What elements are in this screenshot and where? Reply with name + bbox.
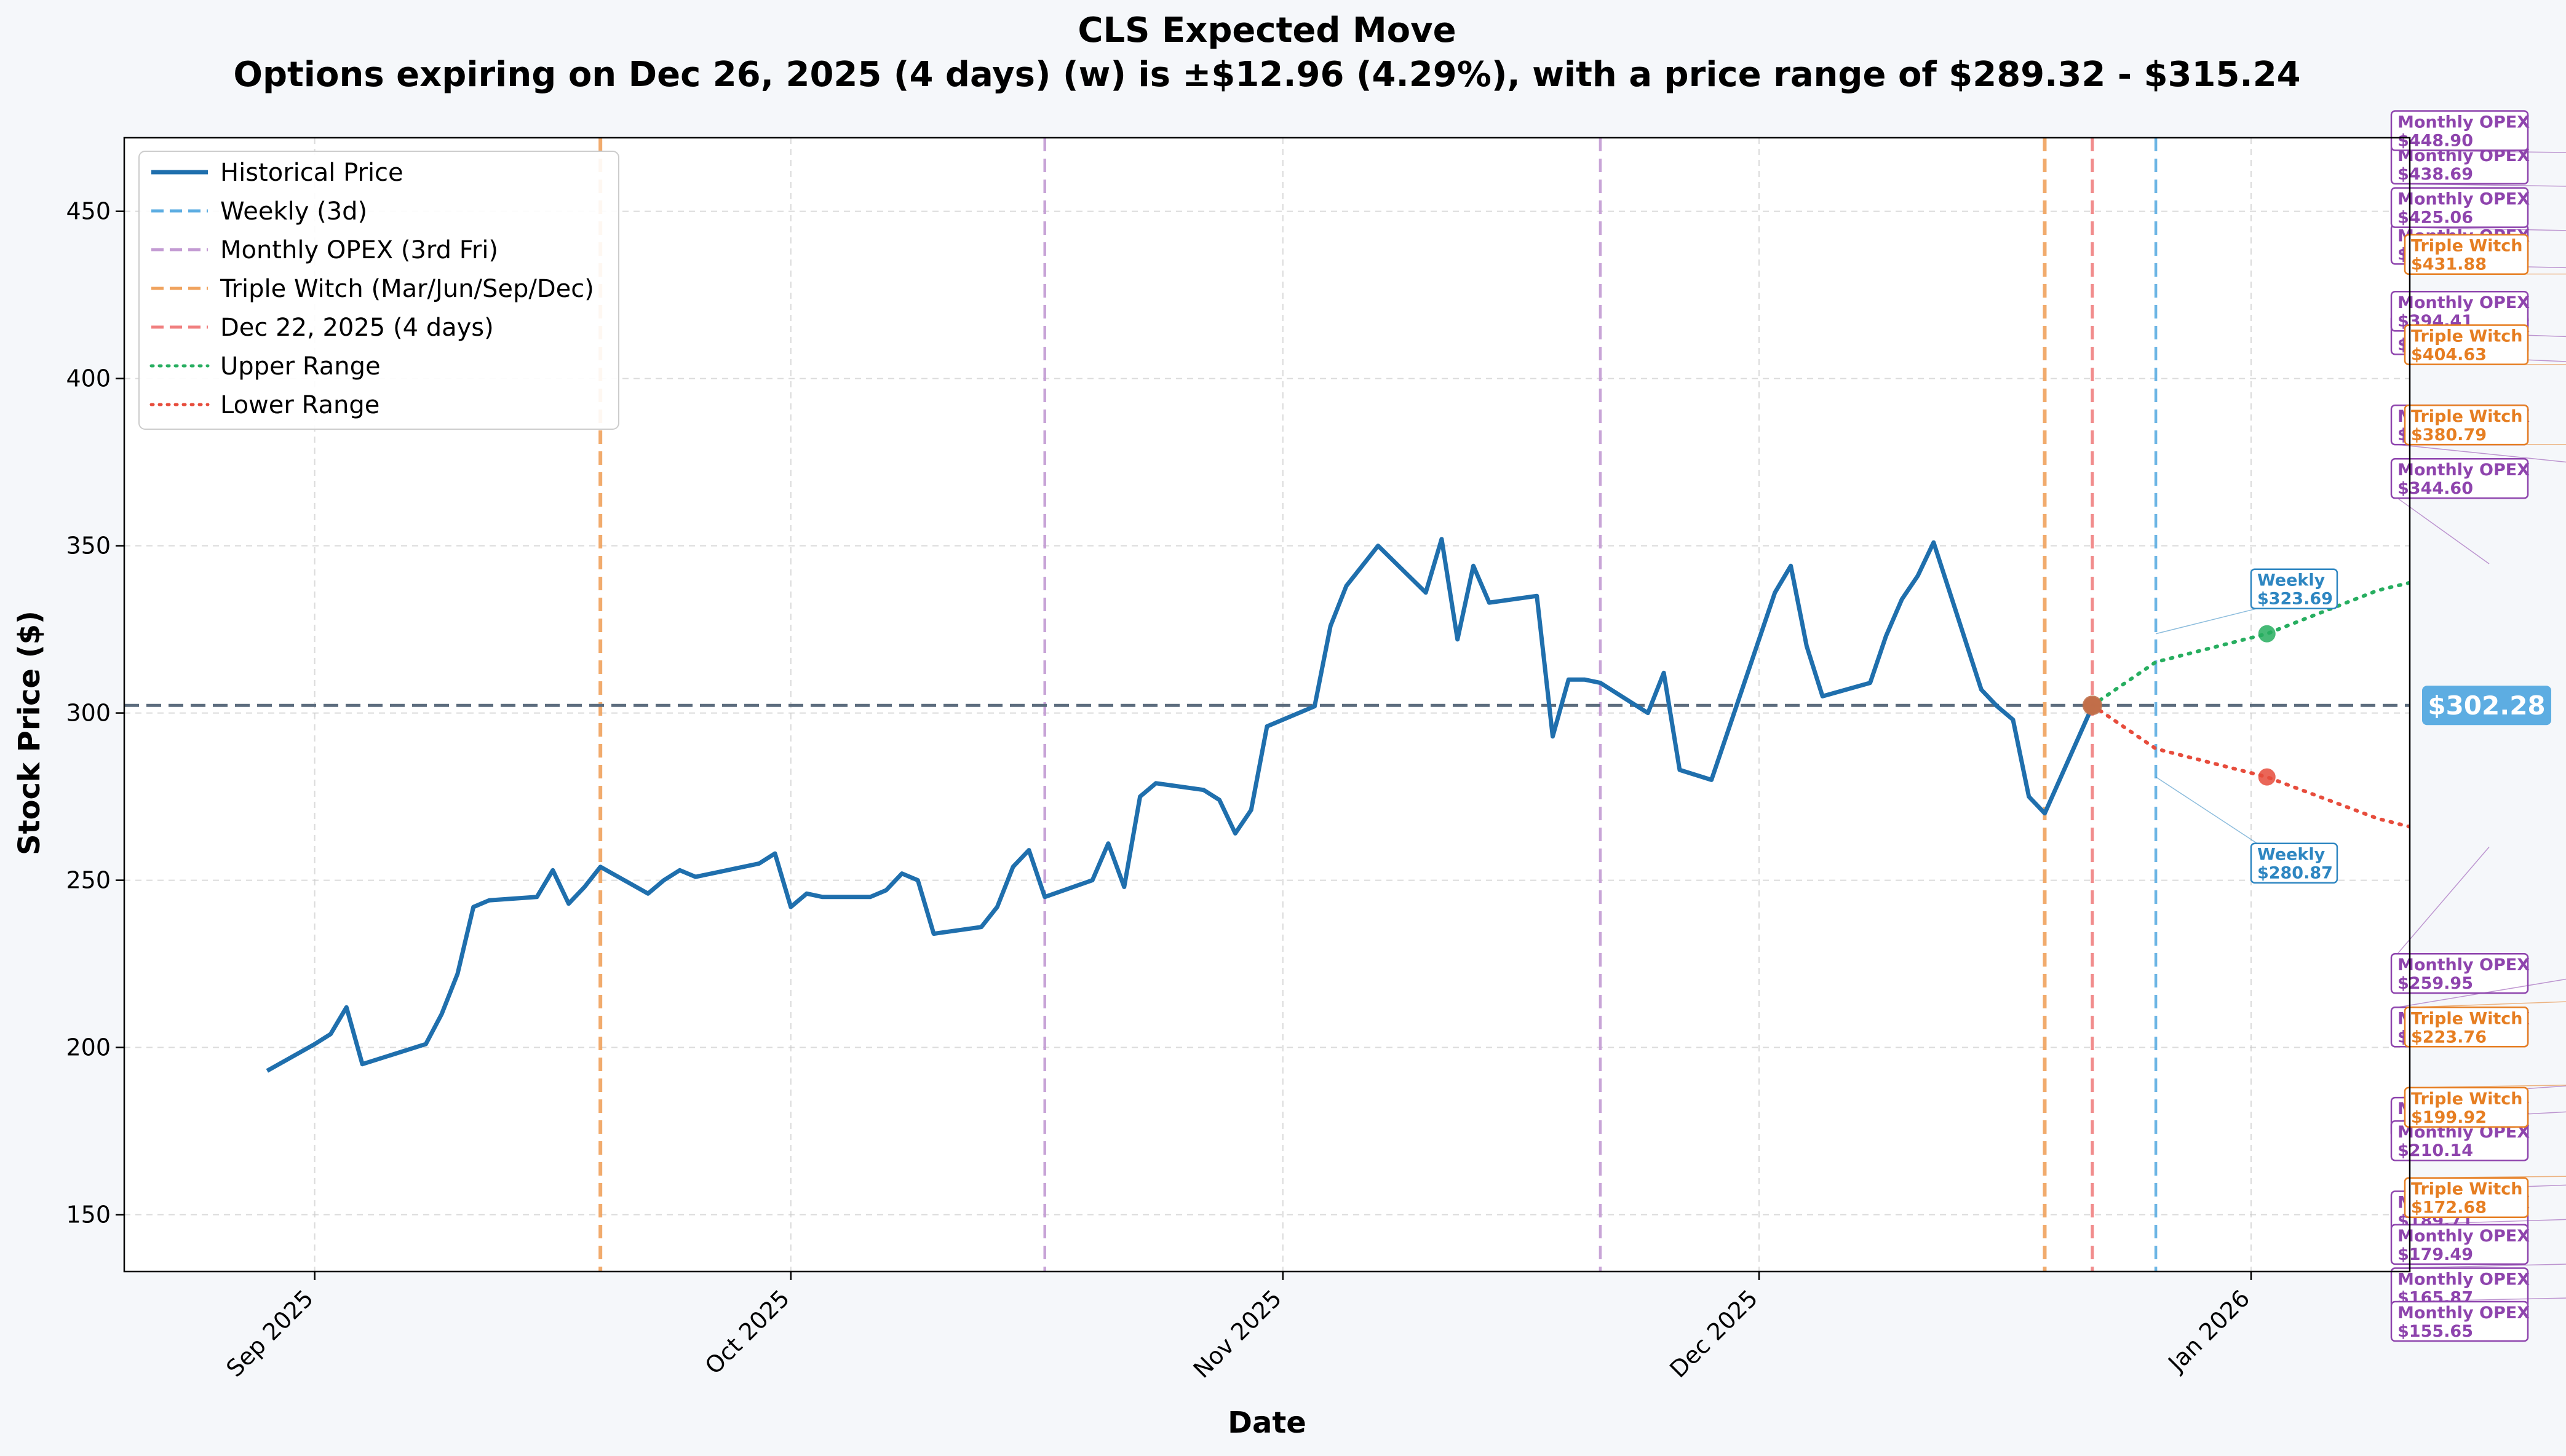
y-tick-label: 200	[66, 1034, 111, 1061]
annotation-value: $380.79	[2411, 425, 2487, 445]
annotation-value: $259.95	[2397, 974, 2473, 993]
annotation-value: $438.69	[2397, 165, 2473, 184]
legend-box	[138, 151, 619, 430]
x-tick-label: Dec 2025	[1664, 1284, 1763, 1383]
x-tick-label: Oct 2025	[700, 1284, 795, 1380]
annotation-value: $344.60	[2397, 479, 2473, 498]
annotation-box	[2250, 568, 2338, 609]
annotation-box	[2404, 1086, 2529, 1128]
annotation-leader	[2397, 978, 2566, 1008]
annotation-box	[2250, 842, 2338, 884]
current-price-badge: $302.28	[2422, 686, 2551, 726]
y-tick-label: 150	[66, 1201, 111, 1228]
legend-label: Monthly OPEX (3rd Fri)	[220, 236, 498, 264]
chart-title: CLS Expected Move	[1078, 10, 1456, 50]
annotation-value: $425.06	[2397, 208, 2473, 228]
annotation-title: Monthly OPEX	[2397, 1304, 2530, 1323]
annotation-value: $179.49	[2397, 1245, 2473, 1264]
x-axis-label: Date	[1228, 1406, 1306, 1440]
annotation-leader	[2410, 1085, 2566, 1088]
annotation-title: Triple Witch	[2411, 237, 2523, 256]
historical-price-line	[266, 537, 2095, 1073]
annotation-title: Triple Witch	[2411, 1180, 2523, 1199]
annotation-box	[2390, 187, 2529, 228]
lower-range-point	[2481, 810, 2497, 826]
legend-label: Triple Witch (Mar/Jun/Sep/Dec)	[220, 275, 594, 303]
annotation-title: Triple Witch	[2411, 1090, 2523, 1109]
annotation-title: Weekly	[2257, 571, 2326, 590]
annotation-value: $431.88	[2411, 255, 2487, 274]
plot-frame	[123, 136, 2411, 1273]
annotation-leader	[2397, 846, 2490, 954]
annotation-box	[2390, 1224, 2529, 1265]
annotation-box	[2390, 952, 2529, 994]
annotation-title: Monthly OPEX	[2397, 293, 2530, 312]
legend-label: Upper Range	[220, 352, 381, 381]
annotation-value: $404.63	[2411, 346, 2487, 365]
annotation-title: Triple Witch	[2411, 407, 2523, 426]
legend-label: Lower Range	[220, 391, 379, 419]
y-tick-label: 250	[66, 867, 111, 894]
annotation-title: Monthly OPEX	[2397, 190, 2530, 209]
plot-content	[124, 138, 2497, 1272]
y-tick-label: 300	[66, 700, 111, 727]
y-tick-label: 400	[66, 365, 111, 392]
annotation-value: $280.87	[2257, 864, 2333, 883]
annotation-value: $223.76	[2411, 1027, 2487, 1046]
y-tick-label: 450	[66, 198, 111, 225]
y-tick-label: 350	[66, 532, 111, 560]
annotation-box	[2404, 234, 2529, 275]
annotation-title: Monthly OPEX	[2397, 461, 2530, 480]
chart-subtitle: Options expiring on Dec 26, 2025 (4 days…	[233, 55, 2300, 95]
annotation-leader	[2155, 777, 2258, 844]
legend-label: Weekly (3d)	[220, 197, 367, 226]
annotation-title: Triple Witch	[2411, 1009, 2523, 1028]
annotation-box	[2404, 404, 2529, 446]
annotation-title: Monthly OPEX	[2397, 1270, 2530, 1289]
annotation-leader	[2397, 444, 2566, 463]
x-tick-label: Jan 2026	[2162, 1284, 2255, 1377]
legend-label: Dec 22, 2025 (4 days)	[220, 314, 494, 342]
annotation-title: Weekly	[2257, 845, 2326, 865]
annotation-leader	[2155, 607, 2258, 635]
x-tick-label: Sep 2025	[221, 1284, 319, 1382]
annotation-value: $155.65	[2397, 1322, 2473, 1341]
current-price-point	[2082, 695, 2102, 716]
lower-range-point	[2258, 768, 2276, 786]
annotation-title: Triple Witch	[2411, 327, 2523, 346]
annotation-title: Monthly OPEX	[2397, 956, 2530, 975]
current-price-badge-bg	[2422, 686, 2551, 726]
x-tick-label: Nov 2025	[1188, 1284, 1287, 1383]
annotation-value: $323.69	[2257, 590, 2333, 609]
annotation-value: $448.90	[2397, 131, 2473, 150]
annotation-box	[2404, 1007, 2529, 1048]
upper-range-point	[2258, 625, 2276, 643]
annotation-box	[2390, 1300, 2529, 1342]
annotation-box	[2404, 324, 2529, 365]
annotation-value: $172.68	[2411, 1198, 2487, 1217]
y-axis-label: Stock Price ($)	[12, 611, 47, 855]
upper-range-point	[2481, 582, 2497, 598]
current-price-badge-label: $302.28	[2428, 690, 2545, 721]
annotation-box	[2390, 110, 2529, 151]
annotation-box	[2404, 1177, 2529, 1218]
annotation-leader	[2397, 497, 2490, 564]
annotation-value: $199.92	[2411, 1108, 2487, 1127]
legend-label: Historical Price	[220, 159, 403, 187]
annotation-box	[2390, 457, 2529, 499]
annotation-title: Monthly OPEX	[2397, 1227, 2530, 1246]
legend: Historical Price Weekly (3d) Monthly OPEX …	[138, 151, 619, 430]
annotation-value: $210.14	[2397, 1141, 2473, 1160]
annotation-title: Monthly OPEX	[2397, 113, 2530, 132]
